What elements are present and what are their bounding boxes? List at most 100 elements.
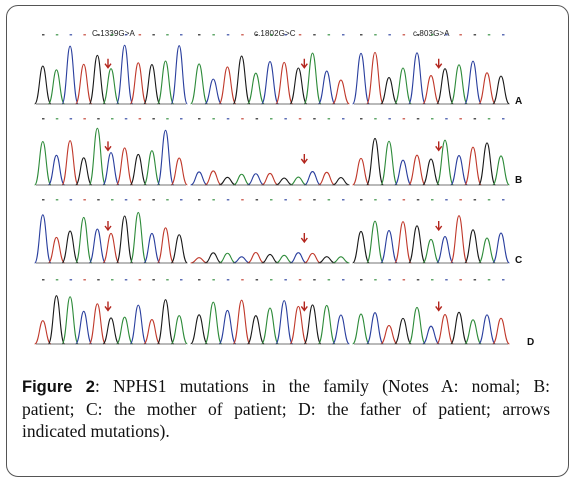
trace-peak bbox=[408, 225, 426, 264]
trace-peak bbox=[156, 129, 175, 186]
base-call-mark bbox=[152, 34, 155, 36]
trace-peak bbox=[366, 137, 384, 186]
trace-peak bbox=[218, 309, 237, 345]
trace-peak bbox=[464, 229, 482, 264]
trace-peak bbox=[275, 61, 294, 105]
trace-peak bbox=[156, 299, 175, 345]
trace-peak bbox=[143, 64, 161, 105]
base-call-mark bbox=[124, 279, 128, 281]
trace-peak bbox=[394, 221, 412, 264]
trace-peak bbox=[129, 153, 147, 186]
trace-peak bbox=[394, 159, 412, 186]
base-call-mark bbox=[270, 279, 273, 281]
row-label-c: C bbox=[515, 255, 523, 266]
mutation-arrow-icon bbox=[104, 301, 112, 312]
figure-caption: Figure 2: NPHS1 mutations in the family … bbox=[22, 375, 550, 442]
base-call-mark bbox=[241, 199, 244, 201]
base-call-mark bbox=[180, 118, 183, 120]
base-call-mark bbox=[298, 118, 302, 120]
trace-peak bbox=[47, 295, 66, 345]
trace-peak bbox=[115, 215, 134, 264]
trace-peak bbox=[331, 314, 350, 345]
base-call-mark bbox=[502, 199, 505, 201]
trace-peak bbox=[115, 147, 134, 186]
trace-peak bbox=[352, 52, 370, 105]
caption-label: Figure 2 bbox=[22, 378, 95, 396]
base-call-mark bbox=[166, 199, 169, 201]
chromatogram-r2-c1 bbox=[34, 118, 188, 186]
base-call-mark bbox=[327, 118, 331, 120]
trace-peak bbox=[289, 176, 307, 186]
trace-peak bbox=[450, 64, 468, 105]
base-call-mark bbox=[416, 34, 420, 36]
trace-peak bbox=[34, 214, 52, 264]
base-call-mark bbox=[42, 199, 45, 201]
trace-peak bbox=[34, 65, 52, 105]
base-call-mark bbox=[459, 279, 462, 281]
base-call-mark bbox=[138, 199, 142, 201]
trace-peak bbox=[204, 78, 223, 105]
trace-peak bbox=[170, 45, 188, 105]
trace-peak bbox=[394, 317, 412, 345]
chromatogram-r2-c3 bbox=[352, 118, 510, 186]
trace-peak bbox=[303, 252, 322, 264]
base-call-mark bbox=[388, 199, 391, 201]
base-call-mark bbox=[212, 279, 215, 281]
trace-peak bbox=[492, 75, 510, 105]
trace-peak bbox=[450, 215, 468, 264]
base-call-mark bbox=[226, 118, 230, 120]
base-call-mark bbox=[313, 118, 316, 120]
trace-peak bbox=[492, 232, 510, 264]
base-call-mark bbox=[342, 34, 345, 36]
base-call-mark bbox=[473, 34, 477, 36]
trace-peak bbox=[394, 67, 412, 105]
base-call-mark bbox=[487, 279, 491, 281]
trace-peak bbox=[436, 314, 454, 345]
trace-peak bbox=[88, 228, 107, 264]
trace-peak bbox=[143, 150, 161, 186]
base-call-mark bbox=[487, 34, 491, 36]
trace-peak bbox=[380, 230, 398, 264]
trace-peak bbox=[318, 256, 336, 264]
trace-peak bbox=[156, 60, 175, 105]
trace-peak bbox=[170, 157, 188, 186]
trace-peak bbox=[436, 235, 454, 264]
trace-peak bbox=[450, 311, 468, 345]
trace-peak bbox=[366, 312, 384, 345]
trace-peak bbox=[303, 304, 322, 345]
trace-peak bbox=[102, 317, 120, 345]
trace-peak bbox=[408, 154, 426, 186]
base-call-mark bbox=[97, 118, 100, 120]
mutation-arrow-icon bbox=[435, 221, 443, 232]
trace-peak bbox=[190, 171, 208, 186]
base-call-mark bbox=[327, 279, 331, 281]
base-call-mark bbox=[374, 118, 377, 120]
trace-peak bbox=[275, 177, 293, 186]
trace-peak bbox=[366, 220, 384, 264]
trace-peak bbox=[204, 252, 222, 264]
base-call-mark bbox=[83, 118, 86, 120]
base-call-mark bbox=[138, 34, 142, 36]
trace-peak bbox=[88, 127, 107, 186]
chromatogram-r1-c1 bbox=[34, 34, 188, 105]
base-call-mark bbox=[270, 199, 273, 201]
base-call-mark bbox=[473, 199, 477, 201]
base-call-mark bbox=[445, 34, 448, 36]
base-call-mark bbox=[226, 34, 230, 36]
trace-peak bbox=[129, 211, 147, 264]
trace-peak bbox=[317, 304, 336, 345]
trace-peak bbox=[47, 154, 66, 186]
trace-peak bbox=[232, 299, 251, 345]
base-call-mark bbox=[374, 34, 377, 36]
base-call-mark bbox=[284, 34, 287, 36]
row-label-d: D bbox=[527, 337, 535, 348]
mutation-arrow-icon bbox=[104, 58, 112, 69]
trace-peak bbox=[422, 75, 440, 105]
trace-peak bbox=[218, 66, 237, 105]
base-call-mark bbox=[124, 34, 128, 36]
base-call-mark bbox=[487, 199, 491, 201]
mutation-arrow-icon bbox=[104, 221, 112, 232]
base-call-mark bbox=[388, 279, 391, 281]
base-call-mark bbox=[360, 199, 363, 201]
base-call-mark bbox=[55, 279, 59, 281]
